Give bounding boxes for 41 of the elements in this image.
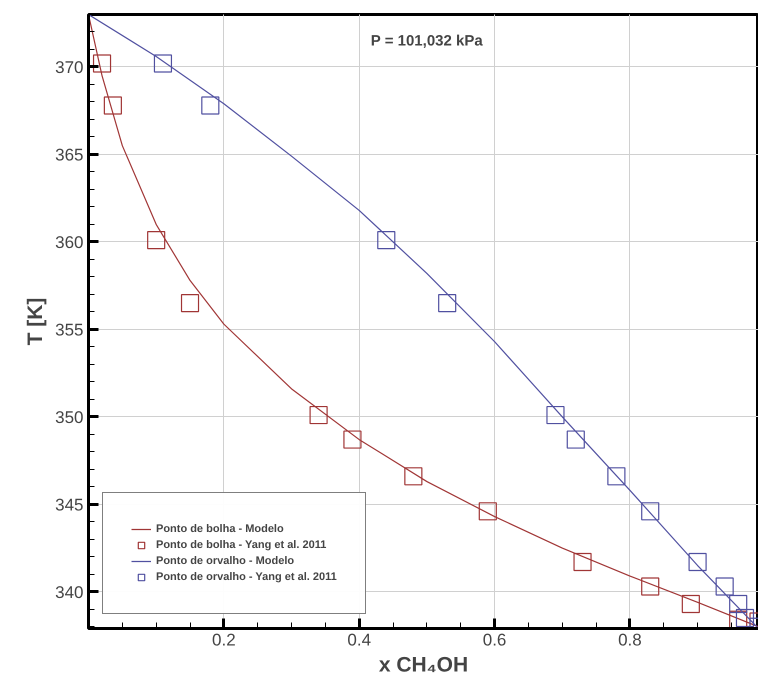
point — [573, 552, 592, 572]
point — [180, 294, 200, 312]
y-tick-label: 365 — [55, 145, 84, 164]
legend-label: Ponto de orvalho - Yang et al. 2011 — [156, 570, 337, 585]
point — [546, 406, 565, 424]
x-tick-label: 0.6 — [482, 630, 506, 650]
x-tick-label: 0.4 — [347, 630, 372, 650]
y-tick-label: 355 — [55, 320, 84, 340]
point — [404, 467, 422, 486]
point — [566, 430, 585, 449]
x-axis-title: x CH₄OH — [378, 654, 468, 676]
point — [154, 54, 172, 73]
y-tick-label: 350 — [55, 408, 84, 427]
point — [147, 231, 166, 250]
y-tick-label: 360 — [55, 232, 84, 252]
point — [201, 96, 220, 115]
x-tick-label: 0.2 — [212, 630, 236, 650]
y-tick-label: 340 — [55, 582, 84, 602]
x-tick-label: 0.8 — [618, 630, 642, 650]
point — [343, 430, 362, 449]
point — [736, 608, 754, 628]
y-tick-label: 345 — [55, 495, 84, 514]
point — [682, 594, 700, 614]
point — [92, 54, 112, 73]
legend-label: Ponto de bolha - Yang et al. 2011 — [156, 538, 326, 553]
point — [478, 502, 497, 520]
point — [310, 406, 328, 424]
point — [438, 294, 456, 312]
point — [377, 231, 396, 250]
legend-label: Ponto de orvalho - Modelo — [156, 554, 294, 569]
point — [641, 502, 660, 520]
point — [607, 467, 626, 486]
point — [716, 577, 734, 596]
point — [729, 594, 748, 614]
point — [104, 96, 122, 115]
y-tick-label: 370 — [55, 58, 84, 77]
point — [641, 577, 660, 596]
point — [688, 552, 707, 572]
annotation: P = 101,032 kPa — [370, 32, 484, 50]
legend-label: Ponto de bolha - Modelo — [156, 522, 284, 537]
y-axis-title: T [K] — [24, 298, 48, 346]
